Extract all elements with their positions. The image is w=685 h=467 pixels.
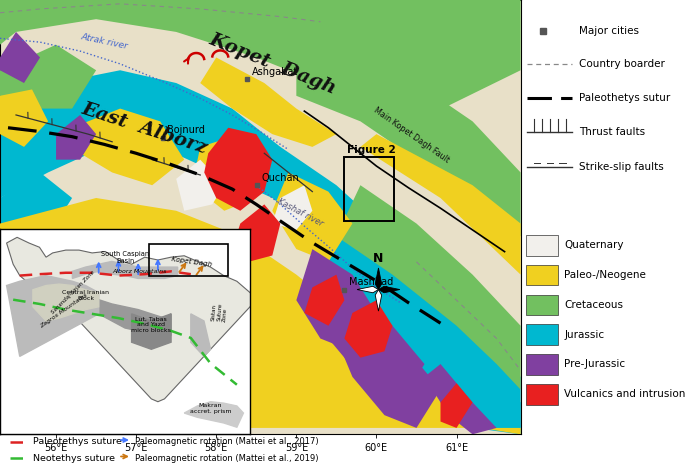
Polygon shape	[336, 313, 440, 428]
Text: Makran
accret. prism: Makran accret. prism	[190, 403, 232, 414]
Polygon shape	[0, 70, 521, 428]
Text: Ashgabat: Ashgabat	[251, 67, 298, 77]
Polygon shape	[375, 268, 382, 290]
Text: Bojnurd: Bojnurd	[167, 126, 206, 135]
Polygon shape	[176, 160, 224, 211]
Text: Quaternary: Quaternary	[564, 240, 624, 250]
Polygon shape	[191, 314, 210, 356]
Polygon shape	[56, 115, 96, 160]
Polygon shape	[33, 284, 99, 321]
Polygon shape	[304, 275, 345, 326]
Text: Vulcanics and intrusions: Vulcanics and intrusions	[564, 389, 685, 399]
Polygon shape	[273, 185, 312, 230]
Text: Neotethys suture: Neotethys suture	[33, 454, 114, 463]
Polygon shape	[0, 172, 72, 249]
Text: Paleothetys sutur: Paleothetys sutur	[579, 93, 670, 103]
Polygon shape	[132, 314, 171, 349]
Polygon shape	[297, 249, 377, 351]
Text: Kopet Dagh: Kopet Dagh	[171, 256, 212, 268]
Polygon shape	[99, 300, 171, 338]
Text: Lut, Tabas
and Yazd
micro blocks: Lut, Tabas and Yazd micro blocks	[132, 317, 171, 333]
Text: Paleomagnetic rotation (Mattei et al., 2017): Paleomagnetic rotation (Mattei et al., 2…	[135, 437, 319, 446]
Text: Thrust faults: Thrust faults	[579, 127, 645, 137]
Text: N: N	[373, 252, 384, 265]
Bar	[525, 325, 558, 345]
Polygon shape	[375, 290, 382, 311]
Polygon shape	[336, 185, 521, 389]
Polygon shape	[0, 0, 521, 121]
Polygon shape	[184, 402, 243, 427]
Bar	[525, 295, 558, 315]
Text: Strike-slip faults: Strike-slip faults	[579, 163, 664, 172]
Polygon shape	[72, 109, 184, 185]
Polygon shape	[0, 326, 56, 403]
Text: Kashaf river: Kashaf river	[276, 197, 325, 228]
Polygon shape	[0, 32, 40, 83]
Polygon shape	[192, 134, 273, 211]
Text: Country boarder: Country boarder	[579, 59, 664, 70]
Text: Sanandaj-Sirjan Zone: Sanandaj-Sirjan Zone	[50, 269, 95, 315]
Polygon shape	[0, 198, 521, 434]
Polygon shape	[360, 134, 521, 275]
Polygon shape	[7, 276, 99, 356]
Text: Kopet  Dagh: Kopet Dagh	[206, 30, 338, 97]
Polygon shape	[297, 300, 401, 415]
Text: Paleotethys suture: Paleotethys suture	[33, 437, 121, 446]
Text: South Caspian
Basin: South Caspian Basin	[101, 251, 149, 264]
Bar	[525, 235, 558, 255]
Bar	[525, 265, 558, 285]
Text: Quchan: Quchan	[262, 173, 299, 183]
Text: Paleo-/Neogene: Paleo-/Neogene	[564, 270, 646, 280]
Text: Major cities: Major cities	[579, 26, 638, 36]
Polygon shape	[304, 262, 425, 403]
Polygon shape	[96, 249, 216, 351]
Polygon shape	[232, 205, 280, 262]
Text: Pre-Jurassic: Pre-Jurassic	[564, 360, 625, 369]
Polygon shape	[273, 172, 352, 262]
Text: Paleomagnetic rotation (Mattei et al., 2019): Paleomagnetic rotation (Mattei et al., 2…	[135, 454, 319, 463]
Bar	[345, 157, 394, 221]
Polygon shape	[200, 57, 336, 147]
Text: Main Kopet Dagh Fault: Main Kopet Dagh Fault	[373, 105, 451, 164]
Bar	[525, 354, 558, 375]
Text: Mashhad: Mashhad	[349, 277, 393, 287]
Text: Figure 2: Figure 2	[347, 145, 395, 156]
Polygon shape	[0, 45, 96, 109]
Text: Sistan
Suture
Zone: Sistan Suture Zone	[210, 303, 229, 322]
Polygon shape	[378, 286, 400, 293]
Text: Alborz Mountains: Alborz Mountains	[112, 269, 166, 274]
Polygon shape	[0, 89, 48, 147]
Polygon shape	[357, 286, 378, 293]
Polygon shape	[440, 383, 473, 428]
Text: Cretaceous: Cretaceous	[564, 300, 623, 310]
Polygon shape	[345, 300, 393, 358]
Bar	[149, 244, 227, 276]
Bar	[525, 384, 558, 404]
Polygon shape	[7, 237, 257, 402]
Polygon shape	[73, 262, 177, 278]
Text: Atrak river: Atrak river	[80, 32, 129, 50]
Text: Central Iranian
Block: Central Iranian Block	[62, 290, 109, 301]
Polygon shape	[0, 236, 80, 313]
Polygon shape	[297, 45, 521, 236]
Text: East  Alborz: East Alborz	[79, 99, 210, 157]
Polygon shape	[425, 364, 497, 434]
Text: Zagros Mountains: Zagros Mountains	[40, 292, 88, 329]
Text: Jurassic: Jurassic	[564, 330, 604, 340]
Polygon shape	[312, 236, 521, 434]
Polygon shape	[204, 128, 273, 211]
